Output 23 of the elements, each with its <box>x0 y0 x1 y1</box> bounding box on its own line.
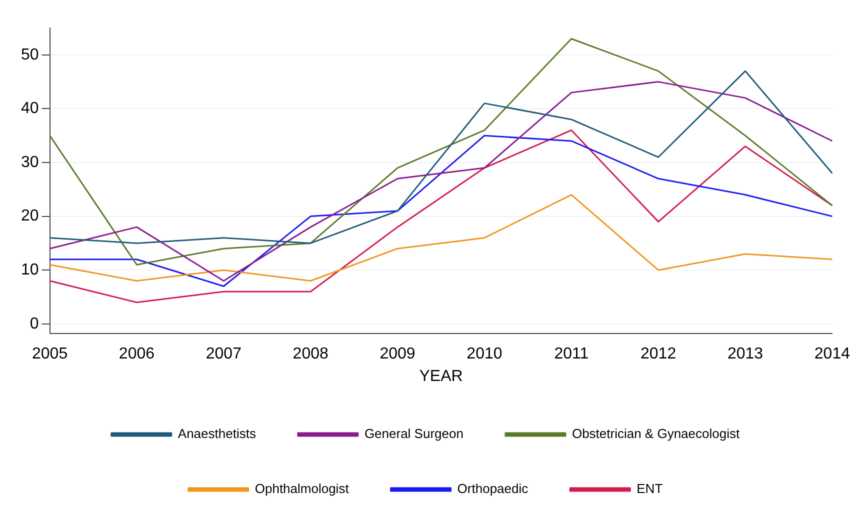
x-tick-label: 2006 <box>118 346 155 363</box>
x-tick-label: 2011 <box>554 346 589 363</box>
legend-label: General Surgeon <box>364 426 464 442</box>
y-tick-label: 0 <box>30 315 39 332</box>
x-tick-label: 2009 <box>380 346 416 363</box>
x-tick-label: 2005 <box>32 346 68 363</box>
y-tick-label: 40 <box>21 100 39 118</box>
legend-label: Ophthalmologist <box>254 481 350 496</box>
x-tick-label: 2010 <box>466 346 502 363</box>
y-tick-label: 10 <box>21 262 39 279</box>
legend-label: Orthopaedic <box>457 481 529 496</box>
x-tick-label: 2012 <box>640 346 676 363</box>
legend-label: ENT <box>636 481 663 496</box>
y-tick-label: 50 <box>21 46 39 64</box>
legend-label: Anaesthetists <box>178 426 256 442</box>
y-tick-label: 30 <box>21 154 39 171</box>
x-axis-title: YEAR <box>419 368 463 385</box>
legend-label: Obstetrician & Gynaecologist <box>572 426 740 442</box>
x-tick-label: 2013 <box>727 346 764 363</box>
x-tick-label: 2014 <box>814 346 850 363</box>
y-tick-label: 20 <box>21 208 39 225</box>
x-tick-label: 2008 <box>292 346 328 363</box>
x-tick-label: 2007 <box>206 346 242 363</box>
